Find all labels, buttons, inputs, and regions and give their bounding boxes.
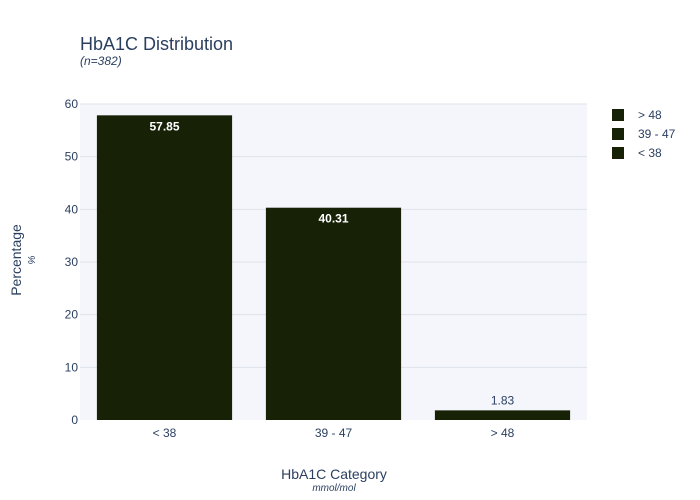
x-tick-label: > 48: [491, 426, 515, 440]
y-axis-title: Percentage: [8, 224, 24, 296]
bar: [96, 115, 233, 420]
bar-value-label: 40.31: [318, 212, 348, 226]
y-axis-subtitle: %: [27, 255, 38, 264]
legend-swatch: [612, 128, 624, 140]
chart-title: HbA1C Distribution: [80, 34, 233, 54]
bar-value-label: 1.83: [491, 393, 515, 407]
x-axis-subtitle: mmol/mol: [312, 483, 356, 494]
bar: [434, 410, 571, 420]
x-axis-title: HbA1C Category: [281, 466, 387, 482]
y-tick-label: 30: [65, 255, 79, 269]
legend-swatch: [612, 147, 624, 159]
bar-value-label: 57.85: [149, 119, 179, 133]
y-tick-label: 60: [65, 97, 79, 111]
y-tick-label: 50: [65, 150, 79, 164]
x-tick-label: < 38: [153, 426, 177, 440]
legend-label: > 48: [638, 108, 662, 122]
chart-subtitle: (n=382): [80, 54, 122, 68]
bars: [96, 115, 571, 420]
x-axis-ticks: < 38 39 - 47 > 48: [153, 426, 515, 440]
x-tick-label: 39 - 47: [315, 426, 353, 440]
y-tick-label: 10: [65, 360, 79, 374]
legend-item[interactable]: 39 - 47: [612, 127, 676, 141]
bar-labels: 57.85 40.31 1.83: [149, 119, 514, 407]
legend: > 48 39 - 47 < 38: [612, 108, 676, 160]
legend-label: < 38: [638, 146, 662, 160]
legend-label: 39 - 47: [638, 127, 676, 141]
y-tick-label: 40: [65, 202, 79, 216]
legend-item[interactable]: > 48: [612, 108, 662, 122]
bar: [265, 207, 402, 420]
legend-swatch: [612, 109, 624, 121]
y-tick-label: 0: [71, 413, 78, 427]
legend-item[interactable]: < 38: [612, 146, 662, 160]
y-tick-label: 20: [65, 308, 79, 322]
y-axis-ticks: 0 10 20 30 40 50 60: [65, 97, 79, 427]
